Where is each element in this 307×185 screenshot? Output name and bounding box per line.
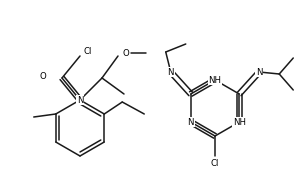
Text: N: N: [168, 68, 174, 77]
Text: NH: NH: [208, 75, 221, 85]
Text: N: N: [77, 95, 83, 105]
Text: NH: NH: [233, 117, 246, 127]
Text: N: N: [188, 117, 194, 127]
Text: O: O: [40, 71, 46, 80]
Text: O: O: [122, 48, 129, 58]
Text: Cl: Cl: [211, 159, 219, 167]
Text: N: N: [256, 68, 262, 77]
Text: Cl: Cl: [84, 46, 92, 56]
